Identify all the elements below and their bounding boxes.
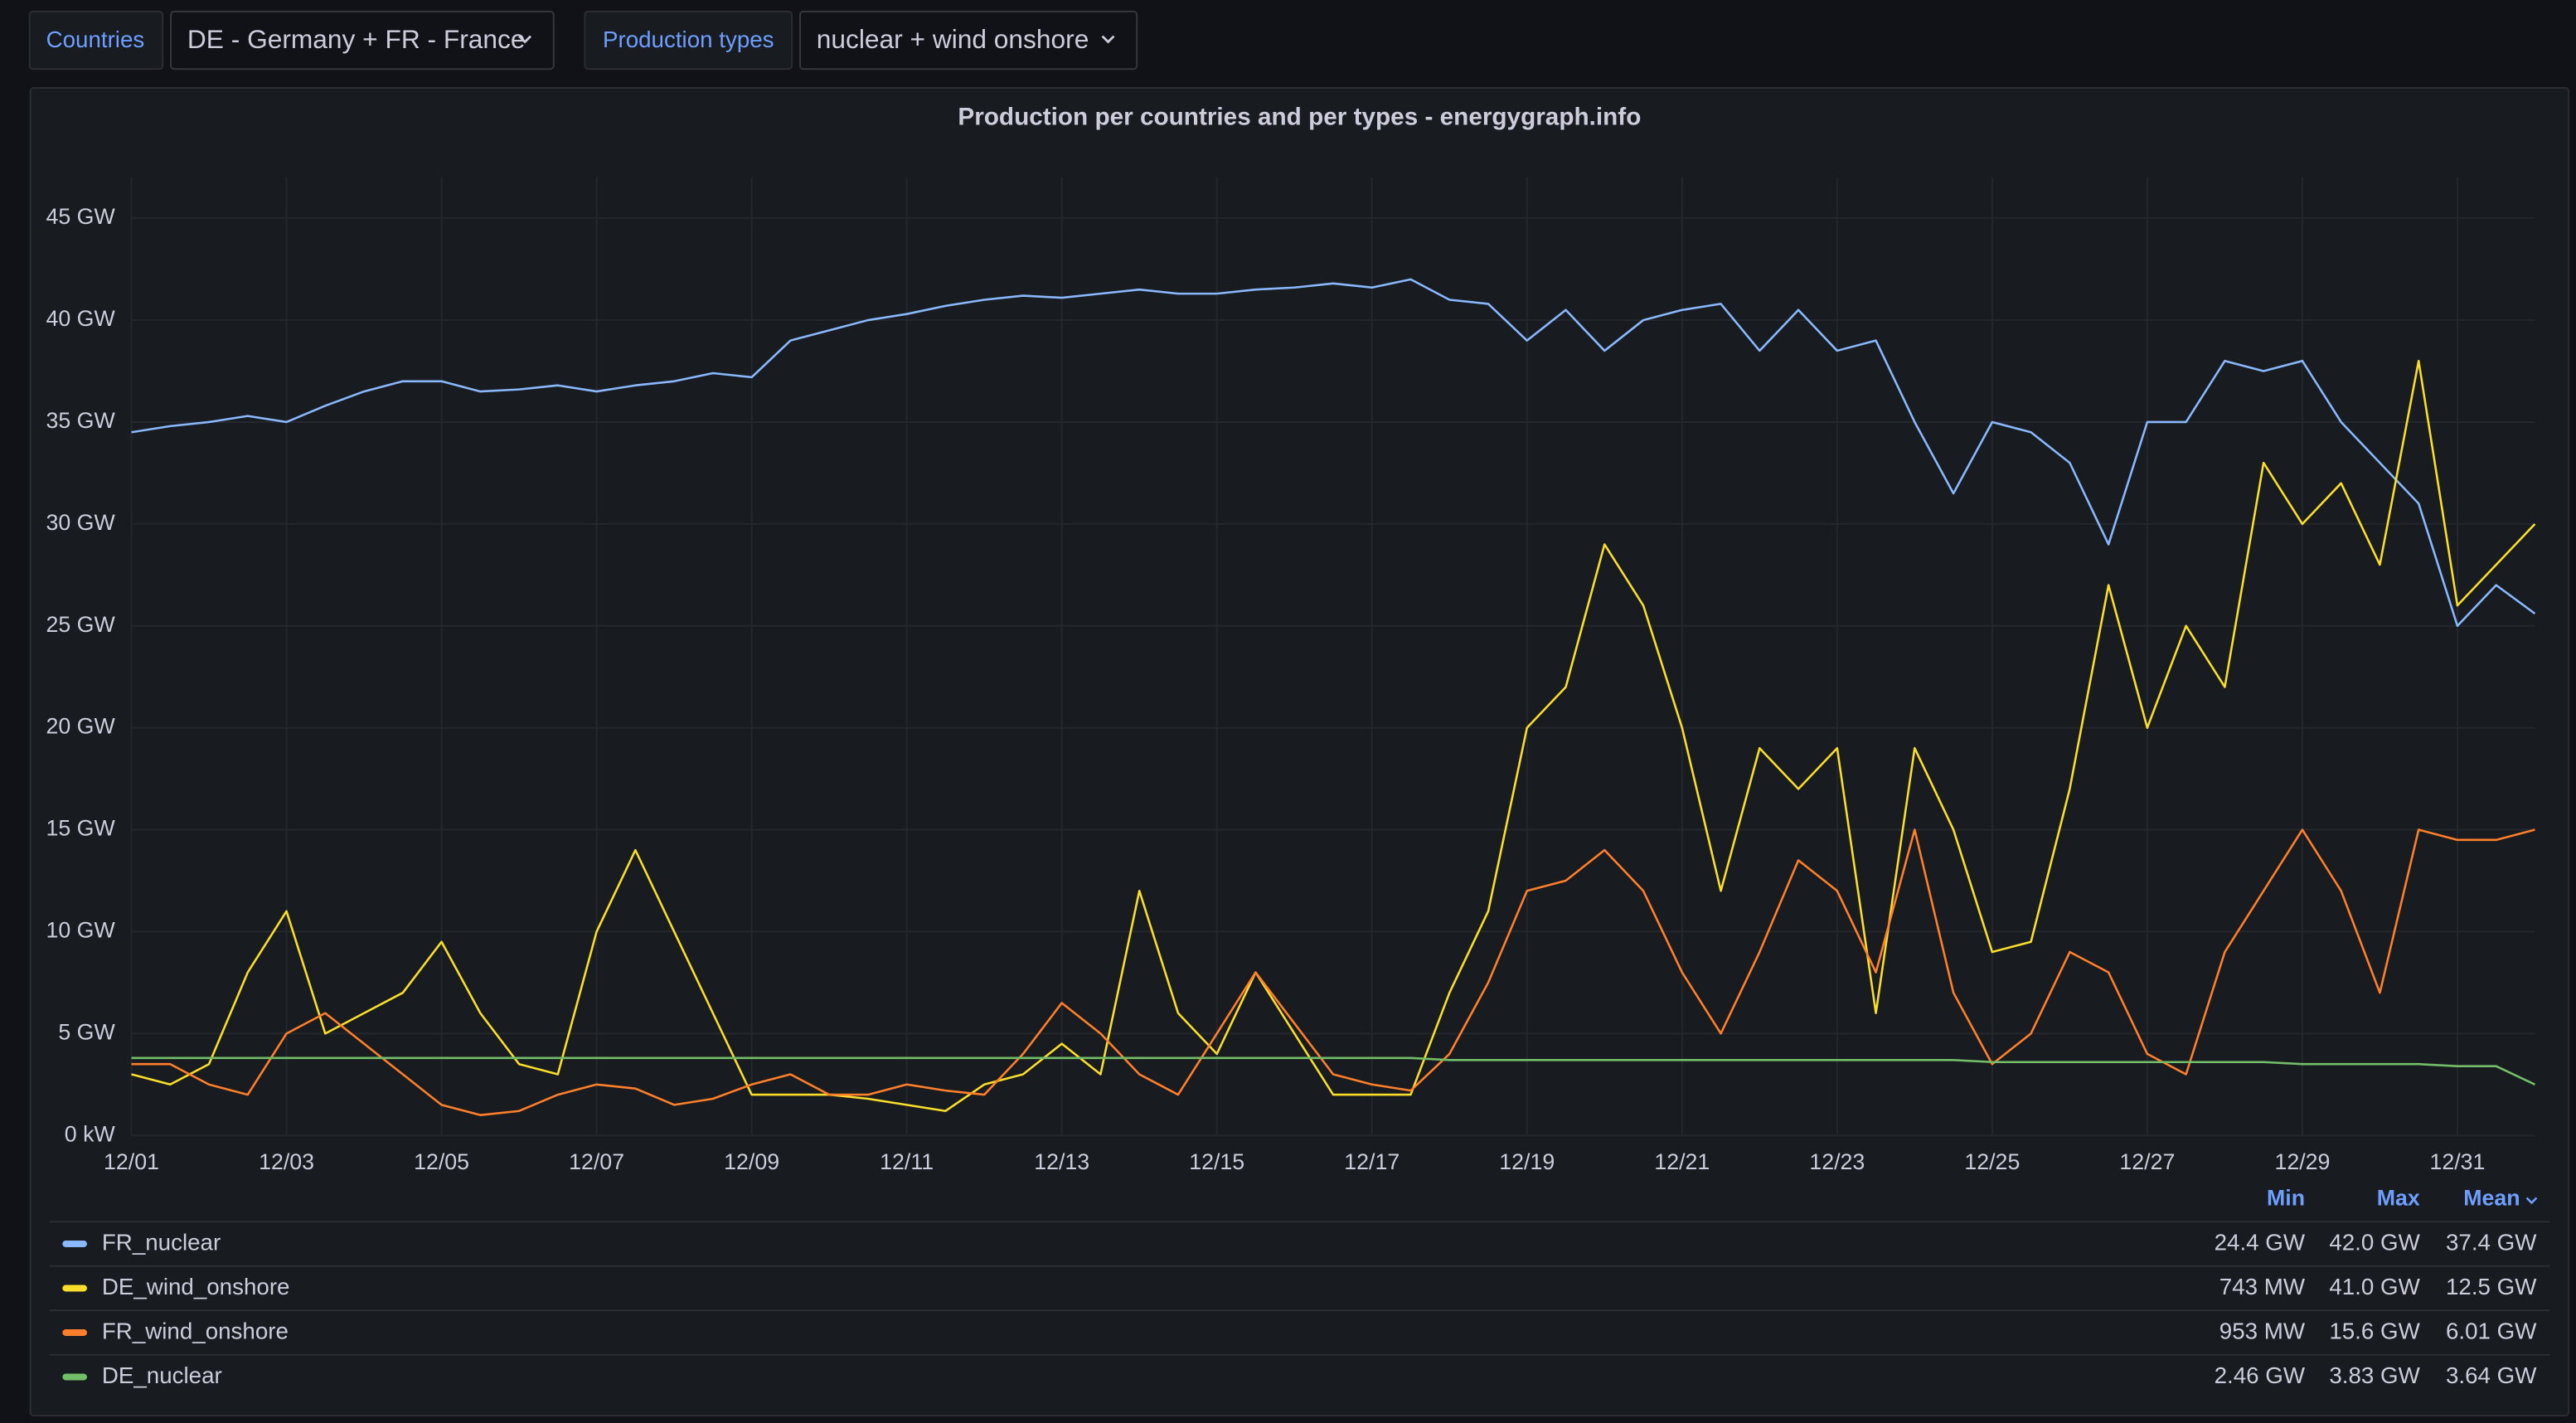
series-line — [131, 359, 2536, 1113]
x-tick-label: 12/25 — [1964, 1149, 2020, 1174]
y-tick-label: 35 GW — [46, 408, 115, 433]
legend-label: FR_nuclear — [102, 1229, 221, 1255]
plot: 0 kW 5 GW 10 GW 15 GW 20 GW 25 GW 30 GW 35 GW 40… — [46, 177, 2536, 1174]
legend-header: Max — [2377, 1186, 2420, 1211]
series-line — [131, 278, 2536, 628]
x-tick-label: 12/03 — [259, 1149, 314, 1174]
chevron — [1101, 35, 1115, 44]
x-tick-label: 12/01 — [104, 1149, 159, 1174]
legend-label: DE_nuclear — [102, 1362, 222, 1388]
x-tick-label: 12/19 — [1499, 1149, 1555, 1174]
x-tick-label: 12/17 — [1344, 1149, 1400, 1174]
x-tick-label: 12/09 — [724, 1149, 779, 1174]
series-line — [131, 828, 2535, 1116]
y-tick-label: 0 kW — [65, 1121, 116, 1146]
y-tick-label: 30 GW — [46, 510, 115, 535]
y-tick-label: 45 GW — [46, 204, 115, 229]
filter-value[interactable]: nuclear + wind onshore — [817, 24, 1089, 54]
legend-stat: 6.01 GW — [2446, 1318, 2537, 1343]
y-tick-label: 5 GW — [58, 1019, 115, 1044]
legend-header: Mean — [2463, 1186, 2520, 1211]
y-tick-label: 10 GW — [46, 917, 115, 942]
legend-label: DE_wind_onshore — [102, 1274, 290, 1299]
legend-stat: 3.83 GW — [2329, 1362, 2420, 1388]
filter-label: Production types — [603, 27, 774, 52]
panel — [29, 87, 2570, 1417]
x-tick-label: 12/29 — [2274, 1149, 2330, 1174]
series-line — [131, 1056, 2536, 1085]
x-tick-label: 12/13 — [1034, 1149, 1089, 1174]
legend-swatch — [62, 1373, 88, 1381]
legend-stat: 743 MW — [2219, 1274, 2306, 1299]
x-tick-label: 12/21 — [1654, 1149, 1710, 1174]
y-tick-label: 25 GW — [46, 612, 115, 637]
x-tick-label: 12/05 — [414, 1149, 469, 1174]
x-tick-label: 12/11 — [880, 1149, 934, 1174]
legend-stat: 41.0 GW — [2329, 1274, 2420, 1299]
x-tick-label: 12/15 — [1189, 1149, 1244, 1174]
legend: Min Max Mean FR_nuclear 24.4 GW 42.0 GW 37.4 G… — [49, 1186, 2550, 1388]
legend-stat: 37.4 GW — [2446, 1229, 2537, 1255]
filter-label: Countries — [46, 27, 145, 52]
legend-stat: 42.0 GW — [2329, 1229, 2420, 1255]
legend-stat: 2.46 GW — [2215, 1362, 2306, 1388]
legend-stat: 953 MW — [2219, 1318, 2306, 1343]
y-tick-label: 40 GW — [46, 306, 115, 331]
x-tick-label: 12/27 — [2119, 1149, 2175, 1174]
legend-stat: 15.6 GW — [2329, 1318, 2420, 1343]
y-tick-label: 15 GW — [46, 816, 115, 841]
chevron — [518, 35, 532, 44]
legend-swatch — [62, 1285, 88, 1292]
legend-stat: 3.64 GW — [2446, 1362, 2537, 1388]
legend-label: FR_wind_onshore — [102, 1318, 289, 1343]
legend-stat: 24.4 GW — [2215, 1229, 2306, 1255]
filter-dropdown[interactable] — [170, 10, 555, 70]
x-tick-label: 12/23 — [1809, 1149, 1865, 1174]
legend-swatch — [62, 1329, 88, 1336]
filter-label-box — [28, 10, 164, 70]
sort-chevron — [2525, 1197, 2538, 1205]
chart-title: Production per countries and per types -… — [958, 104, 1641, 131]
x-tick-label: 12/31 — [2429, 1149, 2485, 1174]
legend-swatch — [62, 1241, 88, 1247]
filter-dropdown[interactable] — [799, 10, 1138, 70]
filter-label-box — [584, 10, 793, 70]
x-tick-label: 12/07 — [569, 1149, 624, 1174]
y-tick-label: 20 GW — [46, 714, 115, 739]
legend-stat: 12.5 GW — [2446, 1274, 2537, 1299]
filter-value[interactable]: DE - Germany + FR - France — [187, 24, 526, 54]
legend-header: Min — [2267, 1186, 2305, 1211]
